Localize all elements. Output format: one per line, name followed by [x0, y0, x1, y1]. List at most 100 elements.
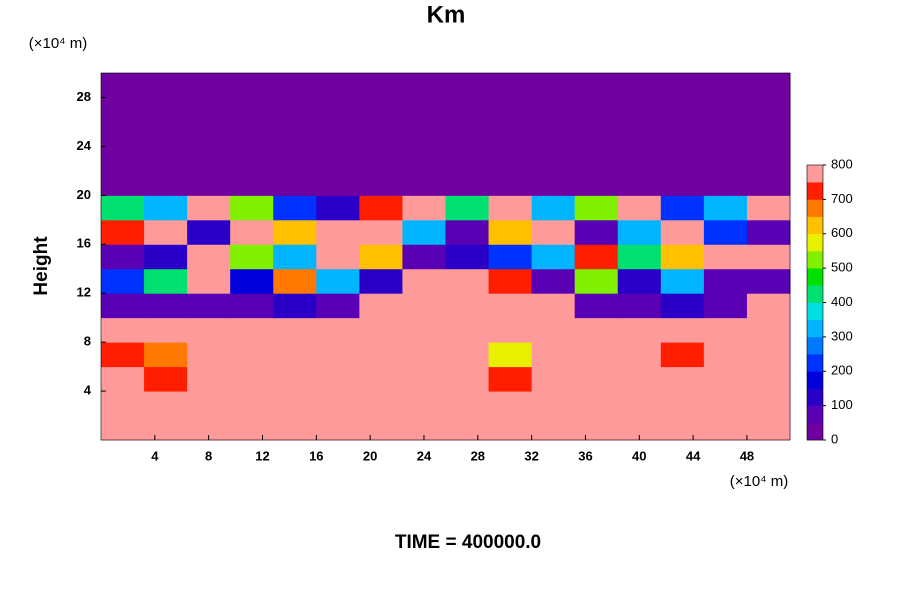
- cell: [101, 73, 145, 98]
- cell: [574, 97, 619, 123]
- cell: [445, 146, 490, 172]
- cell: [660, 121, 705, 147]
- cell: [660, 415, 705, 441]
- plot-frame: [100, 72, 791, 441]
- cell: [531, 170, 576, 196]
- cell: [144, 268, 188, 294]
- x-unit: (×10⁴ m): [730, 473, 789, 490]
- cell: [703, 415, 748, 441]
- cell: [273, 97, 317, 123]
- cell: [273, 73, 317, 98]
- cell: [574, 268, 619, 294]
- cell: [101, 391, 145, 417]
- cell: [746, 293, 791, 319]
- cell: [660, 97, 705, 123]
- cell: [488, 73, 533, 98]
- cell: [660, 317, 705, 343]
- cell: [445, 219, 490, 245]
- cell: [359, 219, 403, 245]
- cell: [574, 219, 619, 245]
- cell: [746, 195, 791, 221]
- cell: [230, 293, 274, 319]
- cell: [187, 170, 231, 196]
- cell: [660, 170, 705, 196]
- cell: [316, 97, 360, 123]
- cell: [531, 121, 576, 147]
- cell: [187, 146, 231, 172]
- cell: [531, 293, 576, 319]
- cell: [316, 146, 360, 172]
- colorbar-label: 600: [831, 225, 853, 240]
- colorbar-band: [807, 422, 823, 441]
- cell: [101, 121, 145, 147]
- cell: [488, 244, 533, 270]
- cell: [359, 342, 403, 368]
- cell: [445, 121, 490, 147]
- cell: [703, 244, 748, 270]
- colorbar-band: [807, 165, 823, 183]
- cell: [359, 244, 403, 270]
- cell: [574, 391, 619, 417]
- cell: [187, 219, 231, 245]
- cell: [273, 415, 317, 441]
- cell: [144, 97, 188, 123]
- cell: [144, 293, 188, 319]
- cell: [316, 366, 360, 392]
- cell: [316, 244, 360, 270]
- cell: [617, 391, 662, 417]
- x-tick-label: 12: [255, 448, 269, 463]
- cell: [144, 342, 188, 368]
- cell: [101, 415, 145, 441]
- cell: [617, 219, 662, 245]
- cell: [101, 170, 145, 196]
- cell: [746, 391, 791, 417]
- cell: [273, 366, 317, 392]
- x-tick-label: 8: [205, 448, 212, 463]
- colorbar-band: [807, 285, 823, 303]
- cell: [703, 121, 748, 147]
- cell: [402, 268, 446, 294]
- cell: [746, 317, 791, 343]
- cell: [703, 391, 748, 417]
- cell: [660, 219, 705, 245]
- cell: [316, 415, 360, 441]
- cell: [187, 293, 231, 319]
- cell: [531, 391, 576, 417]
- cell: [316, 391, 360, 417]
- cell: [445, 195, 490, 221]
- cell: [273, 391, 317, 417]
- cell: [746, 73, 791, 98]
- y-axis-label: Height: [31, 236, 52, 296]
- cell: [402, 73, 446, 98]
- cell: [187, 73, 231, 98]
- x-tick-label: 4: [151, 448, 159, 463]
- cell: [101, 366, 145, 392]
- cell: [273, 195, 317, 221]
- cell: [359, 317, 403, 343]
- cell: [660, 195, 705, 221]
- cell: [316, 317, 360, 343]
- cell: [488, 268, 533, 294]
- cell: [488, 391, 533, 417]
- cell: [445, 342, 490, 368]
- cell: [488, 146, 533, 172]
- cell: [230, 342, 274, 368]
- x-tick-label: 32: [524, 448, 538, 463]
- cell: [703, 170, 748, 196]
- cell: [488, 293, 533, 319]
- cell: [144, 73, 188, 98]
- cell: [660, 366, 705, 392]
- cell: [230, 146, 274, 172]
- cell: [574, 146, 619, 172]
- cell: [746, 342, 791, 368]
- cell: [488, 195, 533, 221]
- cell: [144, 366, 188, 392]
- cell: [230, 219, 274, 245]
- cell: [445, 366, 490, 392]
- cell: [531, 97, 576, 123]
- colorbar-band: [807, 182, 823, 200]
- cell: [488, 219, 533, 245]
- cell: [574, 317, 619, 343]
- footer: TIME = 400000.0: [395, 532, 541, 553]
- cell: [316, 170, 360, 196]
